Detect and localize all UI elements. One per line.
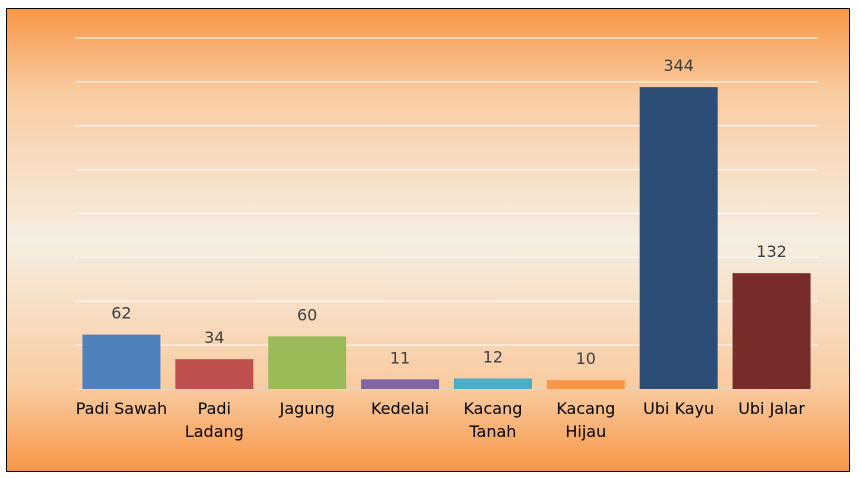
bar [175, 359, 254, 389]
data-label: 12 [483, 347, 503, 366]
data-label: 60 [297, 305, 317, 324]
bar [732, 273, 811, 389]
bar [639, 87, 718, 389]
x-tick-label: Padi Sawah [75, 399, 168, 418]
x-tick-label: Ubi Jalar [738, 399, 805, 418]
bar [268, 336, 347, 389]
data-label: 10 [576, 349, 596, 368]
x-tick-label: Ubi Kayu [643, 399, 715, 418]
x-tick-label: Jagung [279, 399, 335, 418]
x-tick-label: Kacang Tanah [463, 399, 523, 441]
bar [546, 380, 625, 389]
x-tick-label: Kacang Hijau [556, 399, 616, 441]
data-label: 11 [390, 348, 410, 367]
data-label: 132 [756, 242, 787, 261]
x-tick-label: Kedelai [370, 399, 430, 418]
data-label: 344 [663, 56, 694, 75]
data-label: 62 [111, 304, 131, 323]
data-label: 34 [204, 328, 224, 347]
x-tick-label: Padi Ladang [184, 399, 244, 441]
bar [82, 334, 161, 389]
bar [453, 378, 532, 389]
bar [361, 379, 440, 389]
